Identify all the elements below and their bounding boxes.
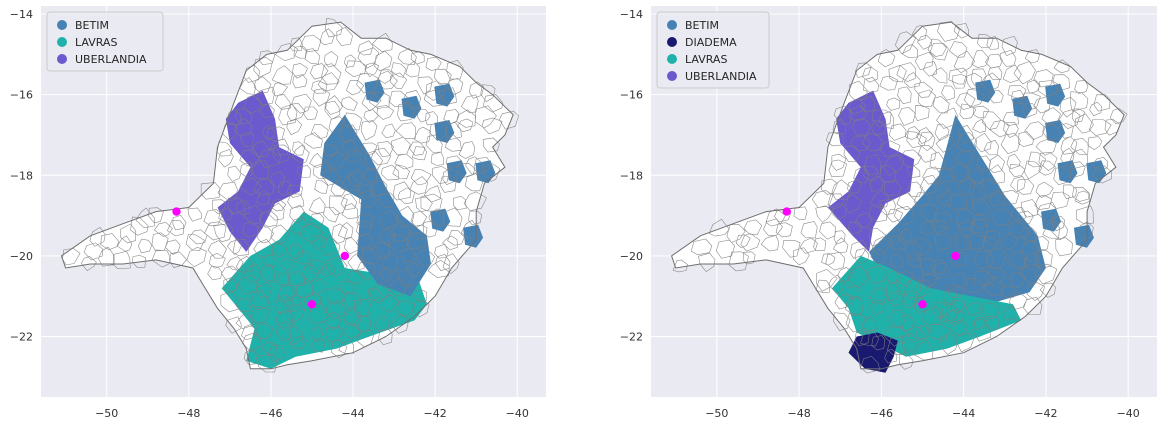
y-tick-label: −20 xyxy=(10,250,33,263)
x-tick-label: −40 xyxy=(506,407,529,420)
x-tick-labels-left: −50 −48 −46 −44 −42 −40 xyxy=(95,407,529,420)
x-tick-label: −44 xyxy=(341,407,364,420)
region-patch-betim xyxy=(430,208,451,232)
x-tick-label: −48 xyxy=(177,407,200,420)
legend-left: BETIM LAVRAS UBERLANDIA xyxy=(46,11,164,72)
region-betim xyxy=(320,114,431,297)
legend-marker xyxy=(57,54,67,64)
region-patch-betim xyxy=(434,119,455,143)
legend-label: DIADEMA xyxy=(685,36,737,49)
y-tick-label: −14 xyxy=(10,8,33,21)
x-tick-label: −50 xyxy=(705,407,728,420)
legend-marker xyxy=(57,37,67,47)
x-tick-label: −46 xyxy=(259,407,282,420)
y-tick-labels-right: −14 −16 −18 −20 −22 xyxy=(620,8,643,343)
map-panel-right: −50 −48 −46 −44 −42 −40 −14 −16 −18 −20 −22 BETIM… xyxy=(620,6,1157,420)
x-tick-label: −50 xyxy=(95,407,118,420)
marker-point xyxy=(951,251,960,261)
marker-point xyxy=(307,300,317,309)
y-tick-label: −16 xyxy=(620,89,643,102)
marker-point xyxy=(918,300,927,309)
map-panel-left: −50 −48 −46 −44 −42 −40 −14 −16 −18 −20 −22 BETIM… xyxy=(10,6,546,420)
legend-marker xyxy=(667,37,677,47)
x-tick-label: −40 xyxy=(1117,407,1140,420)
region-patch-betim xyxy=(1086,160,1107,184)
x-tick-label: −44 xyxy=(952,407,975,420)
region-uberlandia xyxy=(217,90,304,252)
legend-label: LAVRAS xyxy=(685,53,727,66)
x-tick-labels-right: −50 −48 −46 −44 −42 −40 xyxy=(705,407,1140,420)
legend-label: UBERLANDIA xyxy=(75,53,147,66)
state-border xyxy=(60,21,514,370)
legend-marker xyxy=(667,54,677,64)
region-uberlandia xyxy=(827,90,915,252)
y-tick-labels-left: −14 −16 −18 −20 −22 xyxy=(10,8,33,343)
region-patch-betim xyxy=(463,224,484,248)
legend-label: BETIM xyxy=(685,19,719,32)
legend-box xyxy=(656,11,770,89)
municipality-boundaries xyxy=(672,21,1128,374)
marker-point xyxy=(172,207,181,216)
legend-label: UBERLANDIA xyxy=(685,70,757,83)
y-tick-label: −22 xyxy=(620,331,643,344)
marker-point xyxy=(340,251,350,261)
legend-marker xyxy=(667,20,677,30)
marker-points-left xyxy=(172,207,350,309)
legend-box xyxy=(46,11,164,72)
state-border xyxy=(671,21,1125,370)
region-patch-betim xyxy=(1012,95,1033,119)
marker-point xyxy=(782,207,791,216)
legend-marker xyxy=(57,20,67,30)
y-tick-label: −14 xyxy=(620,8,643,21)
y-tick-label: −18 xyxy=(620,169,643,182)
y-tick-label: −20 xyxy=(620,250,643,263)
municipality-map-right xyxy=(671,21,1128,374)
region-patch-betim xyxy=(475,160,496,184)
region-patch-betim xyxy=(1045,83,1066,107)
legend-label: LAVRAS xyxy=(75,36,117,49)
legend-right: BETIM DIADEMA LAVRAS UBERLANDIA xyxy=(656,11,770,89)
municipality-map-left xyxy=(60,18,519,373)
y-tick-label: −16 xyxy=(10,89,33,102)
x-tick-label: −42 xyxy=(424,407,447,420)
legend-label: BETIM xyxy=(75,19,109,32)
region-patch-betim xyxy=(975,79,996,103)
region-patch-betim xyxy=(1045,119,1066,143)
y-tick-label: −22 xyxy=(10,331,33,344)
x-tick-label: −48 xyxy=(787,407,810,420)
marker-points-right xyxy=(782,207,960,309)
legend-marker xyxy=(667,71,677,81)
y-tick-label: −18 xyxy=(10,169,33,182)
x-tick-label: −42 xyxy=(1034,407,1057,420)
x-tick-label: −46 xyxy=(870,407,893,420)
